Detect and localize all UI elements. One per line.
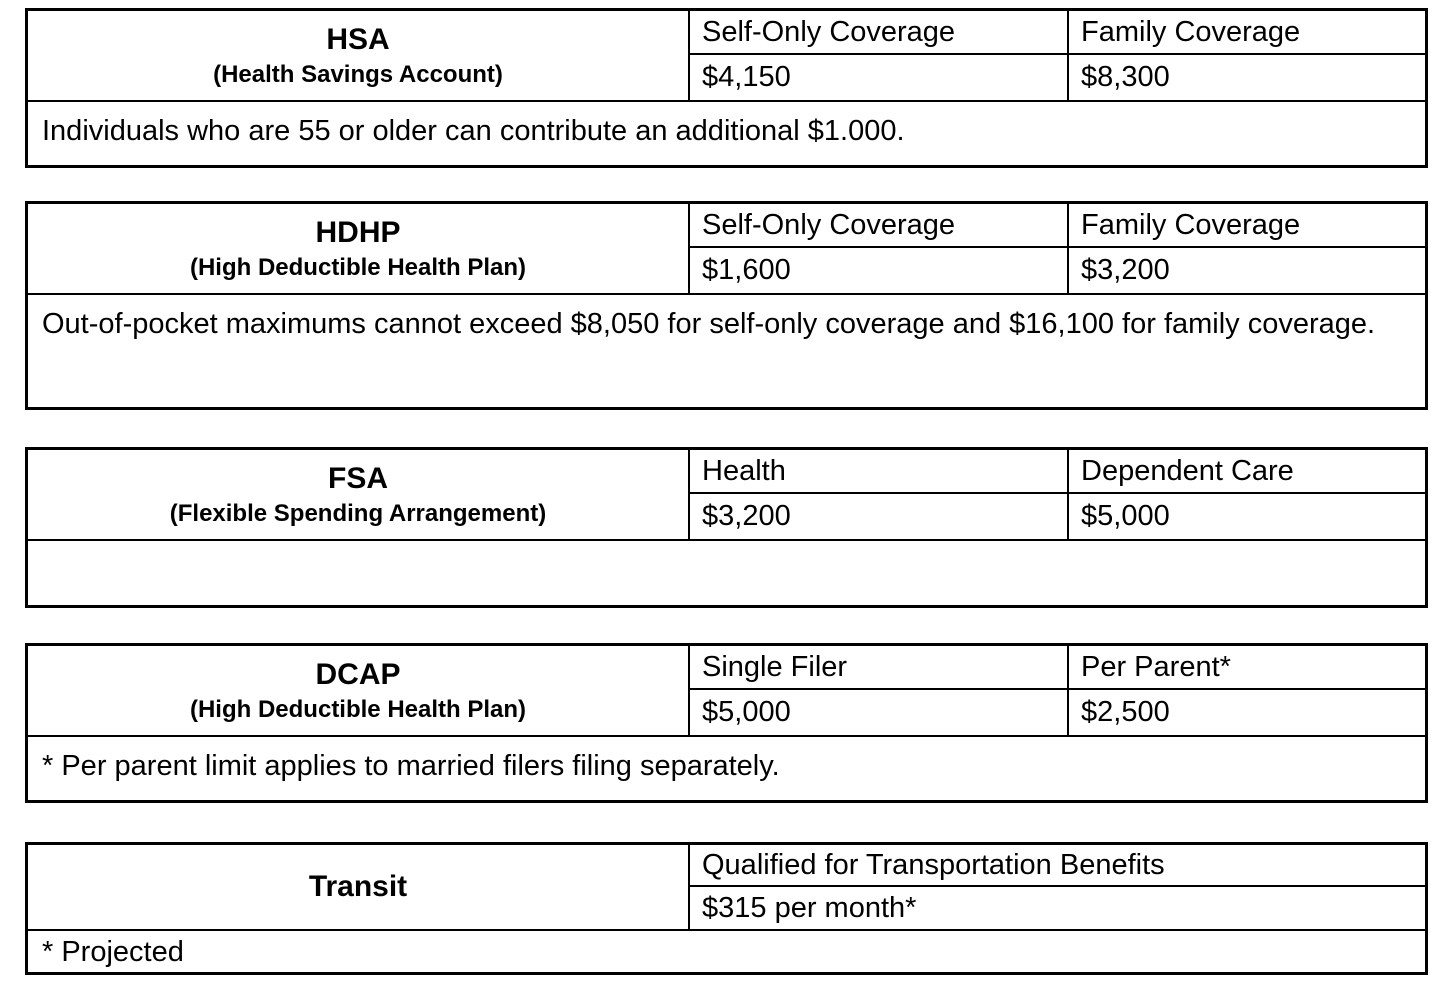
hsa-title-cell: HSA (Health Savings Account)	[28, 11, 688, 100]
hsa-self-only-header: Self-Only Coverage	[688, 11, 1067, 55]
hsa-table: HSA (Health Savings Account) Self-Only C…	[25, 8, 1428, 168]
hdhp-family-header: Family Coverage	[1067, 204, 1425, 248]
hdhp-self-only-header: Self-Only Coverage	[688, 204, 1067, 248]
transit-qualified-header: Qualified for Transportation Benefits	[688, 845, 1425, 887]
fsa-dependent-care-value: $5,000	[1067, 494, 1425, 539]
hdhp-family-value: $3,200	[1067, 248, 1425, 293]
fsa-table: FSA (Flexible Spending Arrangement) Heal…	[25, 447, 1428, 608]
hdhp-note: Out-of-pocket maximums cannot exceed $8,…	[28, 293, 1425, 407]
hsa-full-name: (Health Savings Account)	[213, 60, 503, 88]
transit-title-cell: Transit	[28, 845, 688, 929]
hdhp-full-name: (High Deductible Health Plan)	[189, 253, 527, 281]
dcap-single-filer-value: $5,000	[688, 690, 1067, 735]
fsa-note	[28, 539, 1425, 605]
hsa-family-value: $8,300	[1067, 55, 1425, 100]
fsa-acronym: FSA	[328, 461, 388, 495]
dcap-table: DCAP (High Deductible Health Plan) Singl…	[25, 643, 1428, 803]
hsa-family-header: Family Coverage	[1067, 11, 1425, 55]
transit-monthly-value: $315 per month*	[688, 887, 1425, 929]
dcap-title-cell: DCAP (High Deductible Health Plan)	[28, 646, 688, 735]
fsa-full-name: (Flexible Spending Arrangement)	[169, 499, 547, 527]
dcap-note: * Per parent limit applies to married fi…	[28, 735, 1425, 800]
fsa-dependent-care-header: Dependent Care	[1067, 450, 1425, 494]
hdhp-self-only-value: $1,600	[688, 248, 1067, 293]
dcap-full-name: (High Deductible Health Plan)	[189, 695, 527, 723]
hdhp-title-cell: HDHP (High Deductible Health Plan)	[28, 204, 688, 293]
dcap-per-parent-header: Per Parent*	[1067, 646, 1425, 690]
hsa-note: Individuals who are 55 or older can cont…	[28, 100, 1425, 165]
hdhp-table: HDHP (High Deductible Health Plan) Self-…	[25, 201, 1428, 410]
fsa-health-value: $3,200	[688, 494, 1067, 539]
transit-acronym: Transit	[308, 870, 408, 903]
dcap-acronym: DCAP	[315, 657, 401, 691]
fsa-title-cell: FSA (Flexible Spending Arrangement)	[28, 450, 688, 539]
dcap-single-filer-header: Single Filer	[688, 646, 1067, 690]
transit-note: * Projected	[28, 929, 1425, 972]
hsa-self-only-value: $4,150	[688, 55, 1067, 100]
transit-table: Transit Qualified for Transportation Ben…	[25, 842, 1428, 975]
fsa-health-header: Health	[688, 450, 1067, 494]
hsa-acronym: HSA	[326, 22, 390, 56]
dcap-per-parent-value: $2,500	[1067, 690, 1425, 735]
hdhp-acronym: HDHP	[315, 215, 401, 249]
